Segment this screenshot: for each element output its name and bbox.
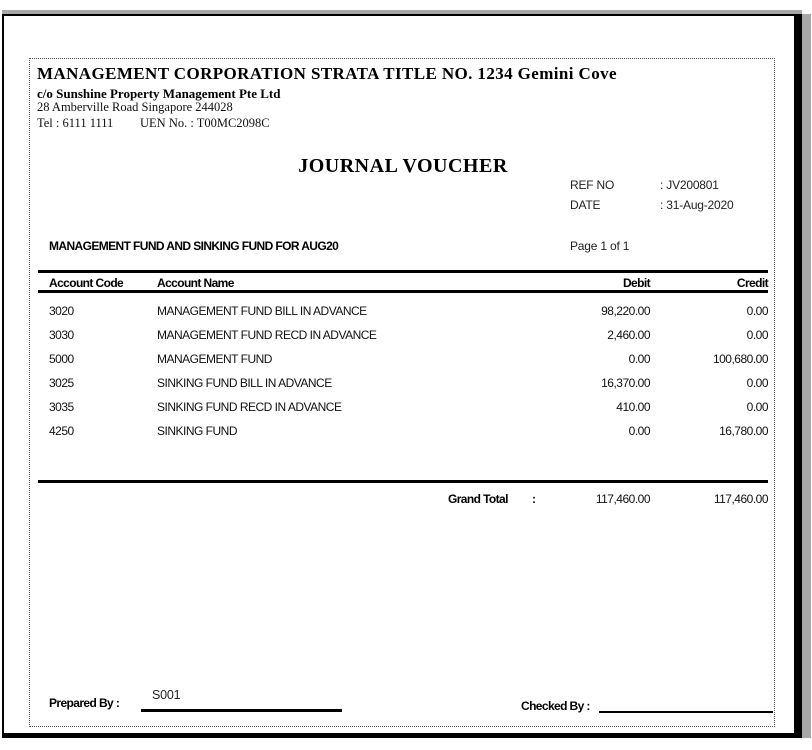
prepared-by-value: S001 bbox=[152, 688, 181, 702]
company-name: MANAGEMENT CORPORATION STRATA TITLE NO. … bbox=[37, 64, 617, 83]
table-top-rule bbox=[38, 270, 768, 273]
debit-amount: 410.00 bbox=[616, 400, 650, 414]
account-code: 5000 bbox=[49, 352, 74, 366]
grand-total-rule bbox=[38, 480, 768, 483]
account-code: 3020 bbox=[49, 304, 74, 318]
page-indicator: Page 1 of 1 bbox=[570, 239, 630, 253]
table-header-rule bbox=[38, 290, 768, 293]
ref-no-label: REF NO bbox=[570, 178, 615, 192]
prepared-by-signature-line bbox=[141, 709, 342, 712]
page-shadow-top bbox=[2, 10, 802, 14]
ref-no-value: : JV200801 bbox=[660, 178, 719, 192]
debit-amount: 16,370.00 bbox=[601, 376, 650, 390]
company-uen: UEN No. : T00MC2098C bbox=[140, 116, 270, 130]
date-label: DATE bbox=[570, 198, 601, 212]
credit-amount: 0.00 bbox=[746, 400, 769, 414]
credit-amount: 100,680.00 bbox=[712, 352, 769, 366]
col-header-account-name: Account Name bbox=[157, 276, 234, 290]
checked-by-signature-line bbox=[599, 711, 773, 713]
voucher-description: MANAGEMENT FUND AND SINKING FUND FOR AUG… bbox=[49, 239, 339, 253]
credit-amount: 0.00 bbox=[746, 328, 769, 342]
debit-amount: 98,220.00 bbox=[601, 304, 650, 318]
report-page: MANAGEMENT CORPORATION STRATA TITLE NO. … bbox=[2, 14, 802, 738]
debit-amount: 2,460.00 bbox=[607, 328, 650, 342]
account-name: MANAGEMENT FUND RECD IN ADVANCE bbox=[157, 328, 377, 342]
debit-amount: 0.00 bbox=[628, 352, 651, 366]
credit-amount: 0.00 bbox=[746, 304, 769, 318]
grand-total-colon: : bbox=[532, 492, 536, 506]
account-code: 3025 bbox=[49, 376, 74, 390]
account-code: 3035 bbox=[49, 400, 74, 414]
account-name: SINKING FUND BILL IN ADVANCE bbox=[157, 376, 332, 390]
grand-total-label: Grand Total bbox=[448, 492, 508, 506]
credit-amount: 16,780.00 bbox=[719, 424, 768, 438]
company-care-of: c/o Sunshine Property Management Pte Ltd bbox=[37, 86, 281, 101]
checked-by-label: Checked By : bbox=[521, 699, 590, 713]
col-header-account-code: Account Code bbox=[49, 276, 124, 290]
credit-amount: 0.00 bbox=[746, 376, 769, 390]
company-address: 28 Amberville Road Singapore 244028 bbox=[37, 100, 233, 114]
date-value: : 31-Aug-2020 bbox=[660, 198, 734, 212]
col-header-debit: Debit bbox=[622, 276, 651, 290]
grand-total-credit: 117,460.00 bbox=[713, 492, 769, 506]
page-shadow-right bbox=[802, 14, 811, 738]
grand-total-debit: 117,460.00 bbox=[595, 492, 651, 506]
account-name: MANAGEMENT FUND bbox=[157, 352, 272, 366]
document-area: MANAGEMENT CORPORATION STRATA TITLE NO. … bbox=[29, 58, 775, 727]
account-code: 3030 bbox=[49, 328, 74, 342]
prepared-by-label: Prepared By : bbox=[49, 696, 120, 710]
col-header-credit: Credit bbox=[736, 276, 769, 290]
account-name: SINKING FUND bbox=[157, 424, 238, 438]
account-code: 4250 bbox=[49, 424, 74, 438]
company-tel: Tel : 6111 1111 bbox=[37, 116, 114, 130]
document-title: JOURNAL VOUCHER bbox=[298, 155, 508, 177]
debit-amount: 0.00 bbox=[628, 424, 651, 438]
account-name: MANAGEMENT FUND BILL IN ADVANCE bbox=[157, 304, 367, 318]
account-name: SINKING FUND RECD IN ADVANCE bbox=[157, 400, 342, 414]
